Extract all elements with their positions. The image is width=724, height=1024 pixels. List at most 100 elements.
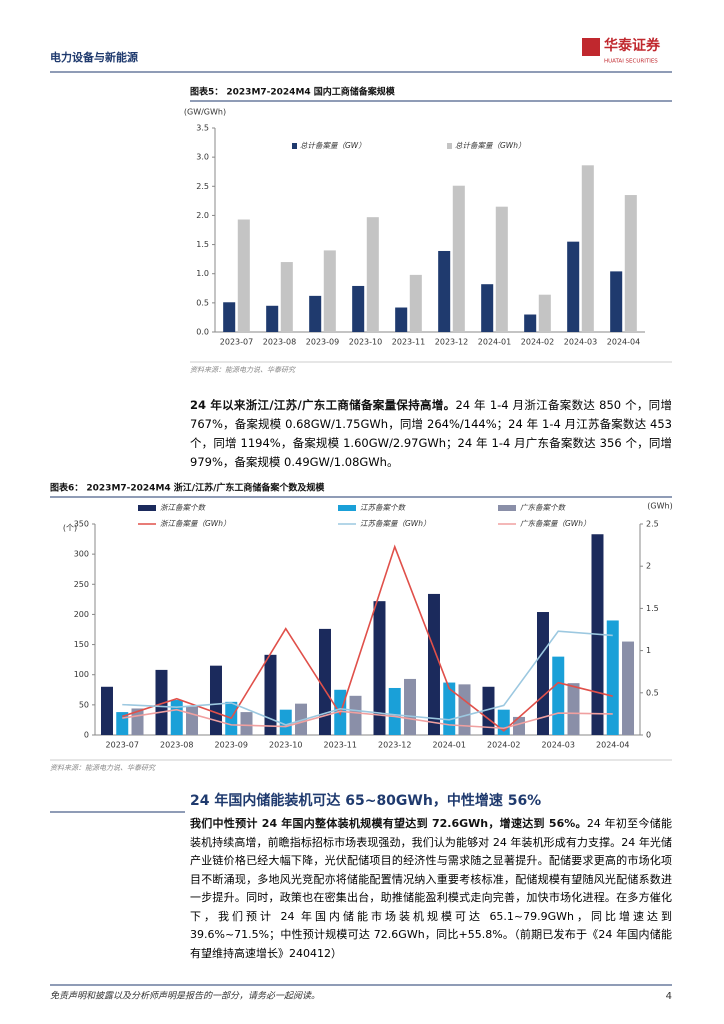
x-tick-label: 2023-08 <box>160 741 193 750</box>
y-tick-label: 0.5 <box>196 298 209 307</box>
bar <box>497 709 510 735</box>
line <box>122 544 613 732</box>
y-tick-label: 2.5 <box>196 182 209 191</box>
y-tick-label: 3.0 <box>196 153 209 162</box>
bar <box>116 712 129 735</box>
bar <box>482 686 495 735</box>
x-tick-label: 2023-10 <box>269 741 302 750</box>
x-tick-label: 2023-11 <box>324 741 357 750</box>
x-tick-label: 2024-02 <box>487 741 520 750</box>
brand: 华泰证券 <box>604 37 661 54</box>
legend-swatch <box>292 143 297 149</box>
bar <box>309 295 322 332</box>
x-tick-label: 2024-03 <box>542 741 575 750</box>
legend-label: 浙江备案量（GWh） <box>160 519 230 528</box>
bar <box>610 271 623 332</box>
bar <box>567 241 580 332</box>
bar <box>131 708 144 735</box>
y-tick-label: 350 <box>74 520 89 529</box>
bar <box>100 686 113 735</box>
bar <box>538 294 551 332</box>
para-lead: 24 年以来浙江/江苏/广东工商储备案量保持高增。 <box>190 398 456 412</box>
bar <box>427 593 440 735</box>
y2-tick-label: 2 <box>646 562 651 571</box>
bar <box>352 285 365 332</box>
x-tick-label: 2023-07 <box>106 741 139 750</box>
y2-tick-label: 0 <box>646 731 651 740</box>
y-tick-label: 0 <box>84 731 89 740</box>
bar <box>481 284 494 332</box>
y-tick-label: 1.5 <box>196 240 209 249</box>
bar <box>443 682 456 735</box>
bar <box>606 620 619 735</box>
x-tick-label: 2023-11 <box>392 338 425 347</box>
legend-label: 总计备案量（GW） <box>300 141 366 150</box>
legend-swatch <box>498 505 516 511</box>
para-lead: 我们中性预计 24 年国内整体装机规模有望达到 72.6GWh，增速达到 56%… <box>190 817 587 830</box>
bar <box>409 274 422 332</box>
bar <box>567 683 580 735</box>
y-tick-label: 2.0 <box>196 211 209 220</box>
y-tick-label: 50 <box>79 700 89 709</box>
bar <box>495 206 508 332</box>
x-tick-label: 2023-12 <box>378 741 411 750</box>
x-tick-label: 2024-04 <box>607 338 640 347</box>
bar <box>622 641 635 735</box>
legend-swatch <box>338 505 356 511</box>
bar <box>240 712 253 735</box>
x-tick-label: 2024-01 <box>478 338 511 347</box>
source: 资料来源：能源电力说、华泰研究 <box>50 764 156 772</box>
bar <box>404 678 417 735</box>
bar <box>209 665 222 735</box>
y2-tick-label: 2.5 <box>646 520 659 529</box>
chart-title: 图表6： 2023M7-2024M4 浙江/江苏/广东工商储备案个数及规模 <box>50 482 325 494</box>
y-tick-label: 200 <box>74 610 89 619</box>
y-axis-unit: (GW/GWh) <box>184 108 226 117</box>
x-tick-label: 2024-03 <box>564 338 597 347</box>
y-tick-label: 100 <box>74 670 89 679</box>
y2-tick-label: 1.5 <box>646 604 659 613</box>
x-tick-label: 2023-10 <box>349 338 382 347</box>
legend-swatch <box>138 505 156 511</box>
para-text: 24 年 1-4 月浙江备案数达 850 个，同增 767%，备案规模 0.68… <box>190 398 672 469</box>
line <box>122 630 613 726</box>
page-number: 4 <box>666 991 672 1002</box>
bar <box>295 703 308 735</box>
x-tick-label: 2023-08 <box>263 338 296 347</box>
logo-mark <box>582 38 600 56</box>
x-tick-label: 2023-09 <box>215 741 248 750</box>
bar <box>513 716 526 735</box>
header-section: 电力设备与新能源 <box>50 50 138 64</box>
y-tick-label: 300 <box>74 550 89 559</box>
legend-label: 江苏备案量（GWh） <box>360 519 430 528</box>
bar <box>237 219 250 332</box>
bar <box>581 165 594 332</box>
x-tick-label: 2024-04 <box>596 741 629 750</box>
bar <box>624 195 637 332</box>
bar <box>264 654 277 735</box>
disclaimer: 免责声明和披露以及分析师声明是报告的一部分，请务必一起阅读。 <box>50 991 320 1002</box>
line <box>122 708 613 730</box>
bar <box>280 262 293 332</box>
y-tick-label: 250 <box>74 580 89 589</box>
y-tick-label: 150 <box>74 640 89 649</box>
paragraph: 24 年以来浙江/江苏/广东工商储备案量保持高增。24 年 1-4 月浙江备案数… <box>190 396 672 472</box>
bar <box>170 700 183 735</box>
bar <box>266 305 279 332</box>
y2-tick-label: 0.5 <box>646 688 659 697</box>
x-tick-label: 2024-02 <box>521 338 554 347</box>
section-heading: 24 年国内储能装机可达 65~80GWh，中性增速 56% <box>190 793 542 809</box>
y-tick-label: 3.5 <box>196 124 209 133</box>
bar <box>155 669 168 735</box>
bar <box>395 307 408 332</box>
legend-label: 总计备案量（GWh） <box>455 141 525 150</box>
legend-label: 广东备案量（GWh） <box>520 519 590 528</box>
legend-label: 广东备案个数 <box>520 503 566 512</box>
bar <box>186 706 199 735</box>
bar <box>279 709 292 735</box>
legend-swatch <box>447 143 452 149</box>
bar <box>524 314 537 332</box>
y-tick-label: 0.0 <box>196 328 209 337</box>
